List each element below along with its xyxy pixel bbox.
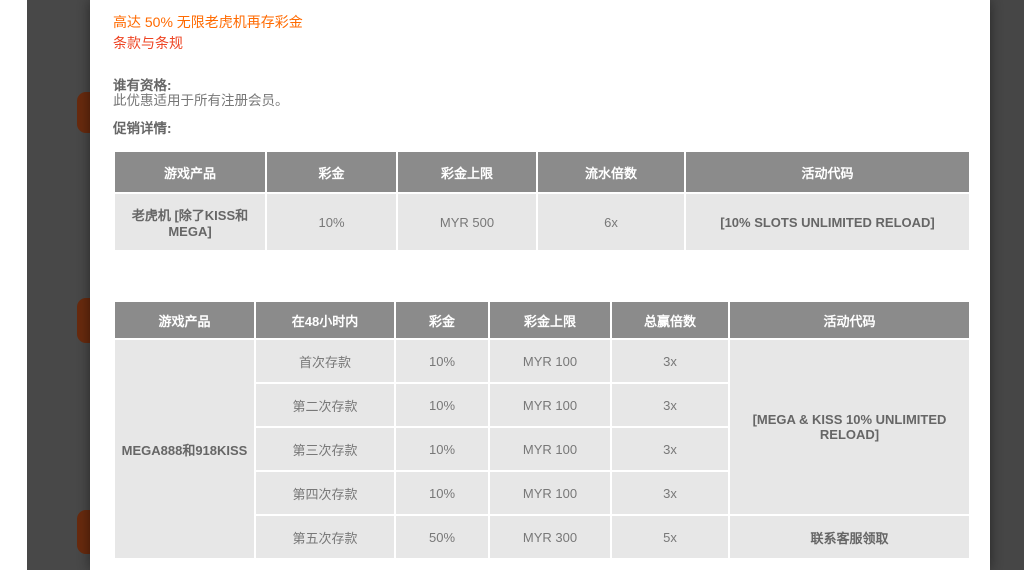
table-cell-bonus: 10%	[394, 382, 490, 428]
table-cell-max-bonus: MYR 300	[488, 514, 612, 560]
column-header: 彩金上限	[396, 150, 538, 194]
table-cell-promo-code: 联系客服领取	[728, 514, 971, 560]
table-row: 老虎机 [除了KISS和 MEGA] 10% MYR 500 6x [10% S…	[113, 192, 971, 252]
column-header: 游戏产品	[113, 300, 256, 340]
table-cell-deposit: 首次存款	[254, 338, 396, 384]
table-cell-deposit: 第二次存款	[254, 382, 396, 428]
table-row: 第三次存款 10% MYR 100 3x	[114, 426, 970, 472]
table-cell-bonus: 10%	[394, 426, 490, 472]
table-cell-deposit: 第三次存款	[254, 426, 396, 472]
table-cell-bonus: 10%	[394, 470, 490, 516]
eligibility-heading: 谁有资格:	[113, 78, 172, 93]
eligibility-text: 此优惠适用于所有注册会员。	[113, 93, 289, 108]
right-background-band	[990, 0, 1024, 570]
side-tab[interactable]	[77, 298, 90, 343]
table-cell-bonus: 10%	[394, 338, 490, 384]
side-tab[interactable]	[77, 92, 90, 133]
side-tab[interactable]	[77, 510, 90, 554]
table-cell-max-bonus: MYR 100	[488, 470, 612, 516]
table-row: 第四次存款 10% MYR 100 3x	[114, 470, 970, 516]
table-cell-bonus: 50%	[394, 514, 490, 560]
table-cell-max-bonus: MYR 500	[396, 192, 538, 252]
table-cell-win-multiple: 5x	[610, 514, 730, 560]
table-cell-promo-code: [MEGA & KISS 10% UNLIMITED RELOAD]	[728, 338, 971, 516]
table-cell-bonus: 10%	[265, 192, 398, 252]
table-row: MEGA888和918KISS 首次存款 10% MYR 100 3x [MEG…	[113, 338, 971, 560]
table-row: 第五次存款 50% MYR 300 5x 联系客服领取	[114, 514, 971, 560]
column-header: 彩金	[265, 150, 398, 194]
column-header: 彩金上限	[488, 300, 612, 340]
table-cell-win-multiple: 3x	[610, 470, 730, 516]
promo-details-heading: 促销详情:	[113, 121, 172, 136]
table-cell-deposit: 第五次存款	[254, 514, 396, 560]
table-header-row: 游戏产品 在48小时内 彩金 彩金上限 总赢倍数 活动代码	[113, 300, 971, 340]
left-background-band	[27, 0, 90, 570]
column-header: 游戏产品	[113, 150, 267, 194]
content-panel: 高达 50% 无限老虎机再存彩金 条款与条规 谁有资格: 此优惠适用于所有注册会…	[90, 0, 990, 570]
table-cell-max-bonus: MYR 100	[488, 338, 612, 384]
table-cell-win-multiple: 3x	[610, 426, 730, 472]
table-cell-win-multiple: 3x	[610, 338, 730, 384]
table-cell-promo-code: [10% SLOTS UNLIMITED RELOAD]	[684, 192, 971, 252]
slots-promo-table: 游戏产品 彩金 彩金上限 流水倍数 活动代码 老虎机 [除了KISS和 MEGA…	[113, 150, 971, 252]
column-header: 流水倍数	[536, 150, 686, 194]
column-header: 彩金	[394, 300, 490, 340]
reload-promo-table: 游戏产品 在48小时内 彩金 彩金上限 总赢倍数 活动代码 MEGA888和91…	[113, 300, 971, 560]
table-cell-product: 老虎机 [除了KISS和 MEGA]	[113, 192, 267, 252]
table-cell-product: MEGA888和918KISS	[113, 338, 256, 560]
terms-link[interactable]: 条款与条规	[113, 35, 183, 51]
column-header: 活动代码	[684, 150, 971, 194]
table-cell-turnover: 6x	[536, 192, 686, 252]
table-cell-deposit: 第四次存款	[254, 470, 396, 516]
column-header: 总赢倍数	[610, 300, 730, 340]
column-header: 在48小时内	[254, 300, 396, 340]
table-cell-win-multiple: 3x	[610, 382, 730, 428]
table-cell-max-bonus: MYR 100	[488, 426, 612, 472]
table-row: 第二次存款 10% MYR 100 3x	[114, 382, 970, 428]
table-cell-max-bonus: MYR 100	[488, 382, 612, 428]
table-header-row: 游戏产品 彩金 彩金上限 流水倍数 活动代码	[113, 150, 971, 194]
promo-title-link[interactable]: 高达 50% 无限老虎机再存彩金	[113, 14, 303, 30]
column-header: 活动代码	[728, 300, 971, 340]
